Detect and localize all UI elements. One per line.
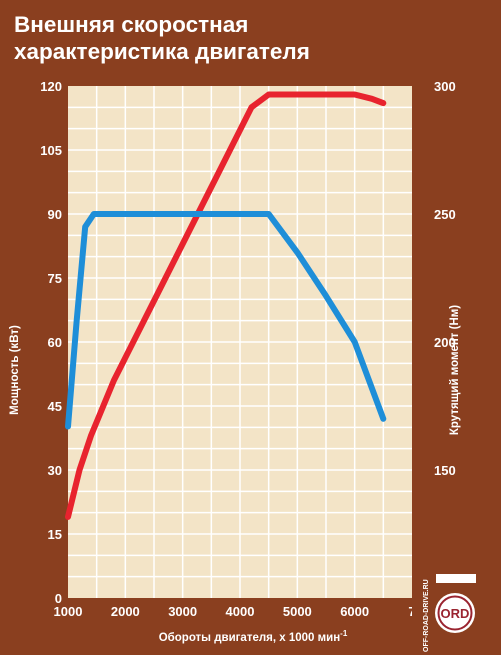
torque-curve-line — [65, 211, 387, 430]
y-right-tick-label: 200 — [434, 335, 456, 350]
y-right-tick-label: 300 — [434, 79, 456, 94]
ord-logo: OFF-ROAD-DRIVE.RU ORD — [412, 555, 501, 655]
y-left-tick-label: 90 — [48, 207, 62, 222]
x-tick-label: 3000 — [168, 604, 197, 619]
y-left-tick-label: 75 — [48, 271, 62, 286]
x-tick-label: 5000 — [283, 604, 312, 619]
x-tick-label: 6000 — [340, 604, 369, 619]
x-tick-label: 1000 — [54, 604, 83, 619]
y-left-tick-label: 45 — [48, 399, 62, 414]
x-axis-label: Обороты двигателя, x 1000 мин-1 — [159, 629, 348, 644]
logo-site-text: OFF-ROAD-DRIVE.RU — [423, 579, 430, 652]
y-left-tick-label: 105 — [40, 143, 62, 158]
y-right-tick-label: 150 — [434, 463, 456, 478]
logo-emblem-circle — [435, 593, 475, 633]
power-curve-line — [65, 91, 387, 520]
y-left-tick-label: 120 — [40, 79, 62, 94]
y-left-tick-label: 15 — [48, 527, 62, 542]
chart-title-line-2: характеристика двигателя — [14, 39, 310, 64]
y-axis-left-label: Мощность (кВт) — [9, 325, 21, 415]
tick-labels: 0153045607590105120100150200250300100020… — [40, 79, 455, 619]
chart-title-line-1: Внешняя скоростная — [14, 12, 248, 37]
series-group — [65, 91, 387, 520]
logo-car-icon — [436, 574, 476, 583]
logo-letters: ORD — [441, 606, 470, 621]
y-right-tick-label: 250 — [434, 207, 456, 222]
y-left-tick-label: 0 — [55, 591, 62, 606]
y-left-tick-label: 60 — [48, 335, 62, 350]
x-tick-label: 4000 — [226, 604, 255, 619]
x-tick-label: 2000 — [111, 604, 140, 619]
y-axis-right-label: Крутящий момент (Нм) — [449, 305, 461, 435]
y-left-tick-label: 30 — [48, 463, 62, 478]
